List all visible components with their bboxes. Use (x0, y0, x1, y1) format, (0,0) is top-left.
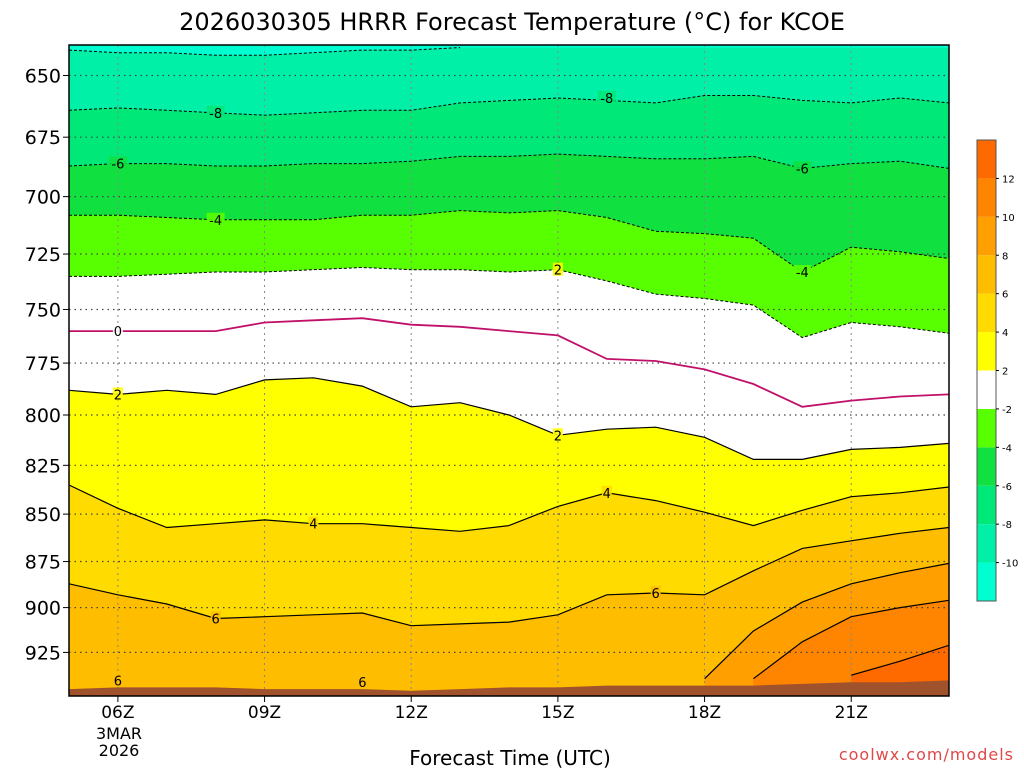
contour-label-bg (108, 156, 127, 170)
contour-label-bg (793, 161, 812, 175)
y-tick-label: 850 (25, 504, 61, 526)
contour-label-bg (112, 324, 123, 338)
colorbar-tick-label: -10 (1002, 559, 1018, 570)
contour-label: -6 (796, 162, 809, 177)
y-tick-label: 725 (25, 244, 61, 266)
contour-label-bg (206, 105, 225, 119)
x-tick-label: 12Z (395, 703, 428, 723)
contour-label: 6 (358, 676, 366, 691)
x-tick-label: 21Z (835, 703, 868, 723)
isotherm-4 (69, 484, 949, 532)
x-sublabel-date: 3MAR (96, 724, 142, 743)
colorbar-tick-label: 6 (1002, 290, 1008, 301)
colorbar-tick-label: 2 (1002, 367, 1008, 378)
contour-label-bg (552, 428, 563, 442)
isotherm-0 (69, 317, 949, 408)
contour-label: 0 (114, 325, 122, 340)
x-sublabel-year: 2026 (99, 741, 140, 760)
contour-label: 2 (554, 264, 562, 279)
colorbar-tick-label: 10 (1002, 213, 1015, 224)
contour-label: -4 (796, 266, 809, 281)
colorbar-bin (977, 178, 996, 217)
colorbar-bin (977, 140, 996, 179)
contour-label: -8 (209, 107, 222, 122)
contour-label-bg (650, 585, 661, 599)
isotherm-2 (69, 377, 949, 460)
ground-terrain (69, 680, 949, 696)
chart-title: 2026030305 HRRR Forecast Temperature (°C… (179, 8, 845, 36)
colorbar-bin (977, 562, 996, 601)
colorbar: -10 -8 -6 -4 -2 2 4 6 8 10 12 (976, 139, 1018, 602)
band-warmer-than-6 (69, 527, 949, 696)
contour-label-bg (112, 673, 123, 687)
y-tick-label: 700 (25, 187, 61, 209)
colorbar-tick-label: -4 (1002, 443, 1012, 454)
y-tick-label: 675 (25, 127, 61, 149)
colorbar-tick-label: 4 (1002, 328, 1008, 339)
colorbar-bin (977, 524, 996, 563)
contour-labels: -8 -8 -6 -6 -4 -4 2 0 2 2 4 4 6 6 6 6 (108, 90, 812, 691)
isotherm-12 (851, 644, 949, 676)
colorbar-bin (977, 255, 996, 294)
contour-label-bg (597, 90, 616, 104)
y-tick-label: 900 (25, 598, 61, 620)
contour-label: -4 (209, 214, 222, 229)
contour-label: -8 (600, 92, 613, 107)
contour-label-bg (308, 516, 319, 530)
colorbar-bin (977, 408, 996, 448)
plot-area: -8 -8 -6 -6 -4 -4 2 0 2 2 4 4 6 6 6 6 (68, 44, 950, 697)
y-tick-label: 875 (25, 552, 61, 574)
colorbar-tick-label: 12 (1002, 174, 1015, 185)
y-tick-label: 750 (25, 299, 61, 321)
contour-label-bg (210, 611, 221, 625)
contour-label: 2 (554, 429, 562, 444)
contour-label-bg (793, 264, 812, 278)
y-tick-label: 775 (25, 353, 61, 375)
y-tick-label: 925 (25, 642, 61, 664)
colorbar-tick-label: -2 (1002, 405, 1012, 416)
isotherm--10 (69, 47, 461, 56)
contour-label: 6 (652, 587, 660, 602)
colorbar-bin (977, 293, 996, 333)
x-tick-label: 06Z (101, 703, 134, 723)
plot-frame (68, 44, 950, 697)
colorbar-bin (977, 485, 996, 525)
colorbar-bin (977, 370, 996, 409)
contour-label: 6 (114, 674, 122, 689)
y-axis: 650 675 700 725 750 775 800 825 850 875 900 925 (25, 65, 69, 664)
contour-label-bg (601, 485, 612, 499)
colorbar-tick-label: 8 (1002, 251, 1008, 262)
colorbar-tick-label: -6 (1002, 482, 1012, 493)
x-axis-label: Forecast Time (UTC) (409, 746, 611, 768)
colorbar-bin (977, 216, 996, 256)
y-tick-label: 825 (25, 455, 61, 477)
y-tick-label: 800 (25, 405, 61, 427)
contour-label: -6 (111, 158, 124, 173)
contour-label-bg (552, 262, 563, 276)
colorbar-bin (977, 332, 996, 371)
contour-label: 4 (603, 487, 611, 502)
x-tick-label: 09Z (248, 703, 281, 723)
contour-label-bg (357, 675, 368, 689)
x-tick-label: 18Z (688, 703, 721, 723)
isotherm--2 (69, 266, 949, 339)
contour-label-bg (206, 212, 225, 226)
y-tick-label: 650 (25, 65, 61, 87)
x-axis: 06Z 09Z 12Z 15Z 18Z 21Z (101, 696, 868, 723)
contour-label: 4 (309, 518, 317, 533)
colorbar-tick-label: -8 (1002, 520, 1012, 531)
contour-label: 2 (114, 388, 122, 403)
x-tick-label: 15Z (541, 703, 574, 723)
isotherm-10 (753, 599, 949, 680)
isotherm-8 (704, 562, 949, 680)
contour-label: 6 (212, 612, 220, 627)
contour-label-bg (112, 387, 123, 401)
credit-text: coolwx.com/models (839, 745, 1014, 764)
colorbar-bin (977, 447, 996, 486)
